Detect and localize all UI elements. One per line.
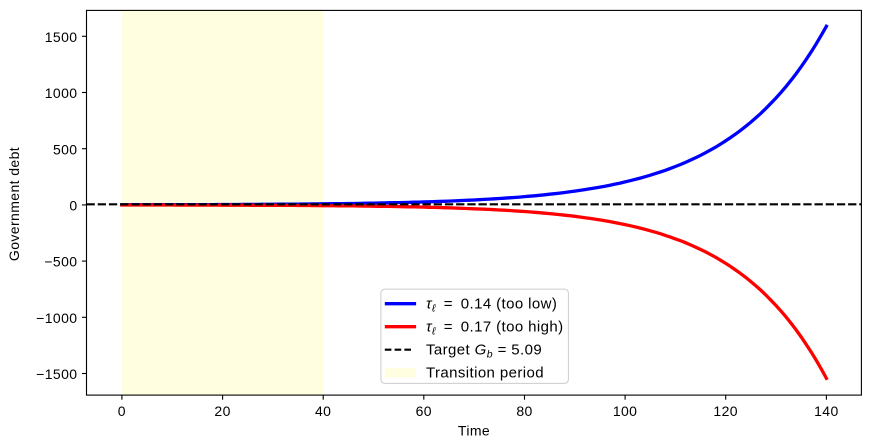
svg-text:−1000: −1000 bbox=[36, 310, 77, 326]
svg-text:20: 20 bbox=[214, 403, 230, 419]
svg-text:Target Gb = 5.09: Target Gb = 5.09 bbox=[426, 342, 542, 361]
svg-text:40: 40 bbox=[315, 403, 331, 419]
svg-text:80: 80 bbox=[516, 403, 532, 419]
svg-text:120: 120 bbox=[713, 403, 738, 419]
svg-text:140: 140 bbox=[814, 403, 839, 419]
svg-text:Government debt: Government debt bbox=[6, 147, 22, 261]
svg-text:60: 60 bbox=[416, 403, 432, 419]
svg-text:100: 100 bbox=[613, 403, 638, 419]
svg-text:−1500: −1500 bbox=[36, 366, 77, 382]
svg-text:500: 500 bbox=[53, 141, 78, 157]
svg-text:Transition period: Transition period bbox=[426, 365, 544, 382]
svg-text:−500: −500 bbox=[44, 254, 77, 270]
svg-text:τℓ = 0.14 (too low): τℓ = 0.14 (too low) bbox=[426, 296, 557, 315]
svg-text:1000: 1000 bbox=[45, 85, 78, 101]
svg-text:0: 0 bbox=[69, 198, 77, 214]
svg-text:Time: Time bbox=[458, 423, 490, 439]
svg-text:0: 0 bbox=[118, 403, 126, 419]
svg-text:1500: 1500 bbox=[45, 29, 78, 45]
svg-text:τℓ = 0.17 (too high): τℓ = 0.17 (too high) bbox=[426, 319, 564, 338]
